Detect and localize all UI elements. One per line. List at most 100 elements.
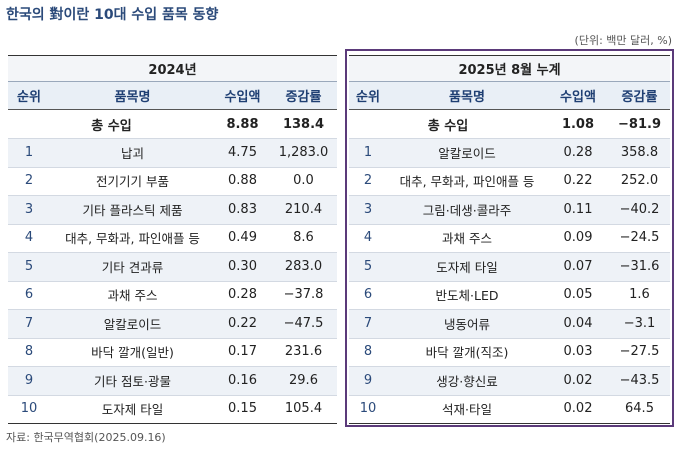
column-header: 증감률	[621, 90, 658, 105]
data-cell: 0.49	[228, 230, 257, 246]
rank-cell: 2	[24, 173, 34, 189]
data-cell: 358.8	[620, 144, 659, 160]
rule	[349, 195, 670, 196]
data-cell: 대추, 무화과, 파인애플 등	[399, 174, 535, 190]
rank-cell: 6	[24, 287, 34, 303]
period-header: 2025년 8월 누계	[458, 62, 561, 78]
period-header: 2024년	[148, 62, 197, 78]
data-cell: 0.22	[228, 315, 257, 331]
data-cell: 0.83	[228, 201, 257, 217]
rule	[349, 81, 670, 82]
data-cell: −27.5	[619, 344, 660, 360]
data-cell: 냉동어류	[443, 316, 490, 332]
data-cell: 105.4	[284, 401, 323, 417]
rule	[8, 280, 337, 282]
data-cell: 0.11	[563, 201, 593, 217]
data-cell: −40.2	[619, 201, 660, 217]
data-cell: 납괴	[120, 145, 144, 161]
data-cell: −3.1	[623, 315, 656, 331]
rule	[8, 394, 337, 396]
row-bg	[349, 309, 670, 338]
column-header: 품목명	[114, 90, 151, 105]
rank-cell: 8	[24, 344, 34, 360]
row-bg	[349, 195, 670, 224]
data-cell: 반도체·LED	[435, 288, 499, 304]
column-header-bg	[349, 82, 670, 109]
data-cell: 기타 플라스틱 제품	[82, 202, 183, 218]
unit-note: (단위: 백만 달러, %)	[574, 34, 672, 47]
rule	[8, 337, 337, 339]
data-cell: 29.6	[289, 372, 318, 388]
data-cell: 0.07	[563, 258, 593, 274]
data-cell: 231.6	[284, 344, 323, 360]
row-bg	[8, 138, 337, 167]
data-cell: 0.28	[563, 144, 593, 160]
rule	[349, 280, 670, 282]
rule	[8, 109, 337, 110]
row-bg	[8, 195, 337, 224]
row-bg	[349, 138, 670, 167]
data-cell: 도자제 타일	[101, 402, 164, 418]
column-header: 수입액	[224, 90, 261, 105]
data-cell: 0.09	[563, 230, 593, 246]
highlight-box	[345, 49, 674, 427]
column-header: 증감률	[285, 90, 322, 105]
rank-cell: 7	[363, 315, 373, 331]
data-cell: 1.6	[629, 287, 650, 303]
data-cell: 1,283.0	[278, 144, 329, 160]
rank-cell: 4	[363, 230, 373, 246]
data-cell: 4.75	[228, 144, 257, 160]
data-cell: 도자제 타일	[436, 259, 498, 275]
rank-cell: 1	[363, 144, 373, 160]
row-bg	[8, 252, 337, 281]
rule	[8, 55, 337, 56]
data-cell: 0.30	[228, 258, 257, 274]
row-bg	[349, 252, 670, 281]
total-cell: 총 수입	[427, 118, 469, 134]
rule	[8, 166, 337, 168]
data-cell: 0.22	[563, 173, 593, 189]
data-cell: 210.4	[284, 201, 323, 217]
data-cell: 0.28	[228, 287, 257, 303]
rank-cell: 3	[24, 201, 34, 217]
rule	[349, 166, 670, 168]
data-cell: −31.6	[619, 258, 660, 274]
rank-cell: 3	[363, 201, 373, 217]
data-cell: 0.16	[228, 372, 257, 388]
data-cell: 283.0	[284, 258, 323, 274]
rule	[349, 337, 670, 339]
rule	[8, 423, 337, 424]
rule	[349, 252, 670, 253]
rank-cell: 2	[363, 173, 373, 189]
column-header: 순위	[17, 90, 41, 105]
rule	[349, 223, 670, 225]
column-header-bg	[8, 82, 337, 109]
column-header: 품목명	[449, 90, 485, 105]
data-cell: 0.15	[228, 401, 257, 417]
period-header-bg	[349, 55, 670, 81]
data-cell: −43.5	[619, 372, 660, 388]
column-header: 순위	[356, 90, 380, 105]
rank-cell: 8	[363, 344, 373, 360]
total-cell: 138.4	[282, 116, 325, 132]
data-cell: 석재·타일	[442, 402, 492, 418]
data-cell: 전기기기 부품	[96, 174, 169, 190]
data-cell: −47.5	[283, 315, 324, 331]
rank-cell: 5	[24, 258, 34, 274]
data-cell: 바닥 깔개(직조)	[425, 345, 509, 361]
rule	[8, 223, 337, 225]
title: 한국의 對이란 10대 수입 품목 동향	[6, 7, 219, 23]
total-cell: 총 수입	[91, 118, 132, 134]
rule	[349, 394, 670, 396]
period-header-bg	[8, 55, 337, 81]
data-cell: 과채 주스	[442, 231, 492, 247]
data-cell: 0.02	[563, 401, 593, 417]
data-cell: 8.6	[293, 230, 314, 246]
data-cell: 과채 주스	[107, 288, 158, 304]
total-cell: −81.9	[618, 116, 661, 132]
rank-cell: 10	[20, 401, 38, 417]
rank-cell: 1	[24, 144, 34, 160]
data-cell: 대추, 무화과, 파인애플 등	[65, 231, 200, 247]
rule	[349, 109, 670, 110]
